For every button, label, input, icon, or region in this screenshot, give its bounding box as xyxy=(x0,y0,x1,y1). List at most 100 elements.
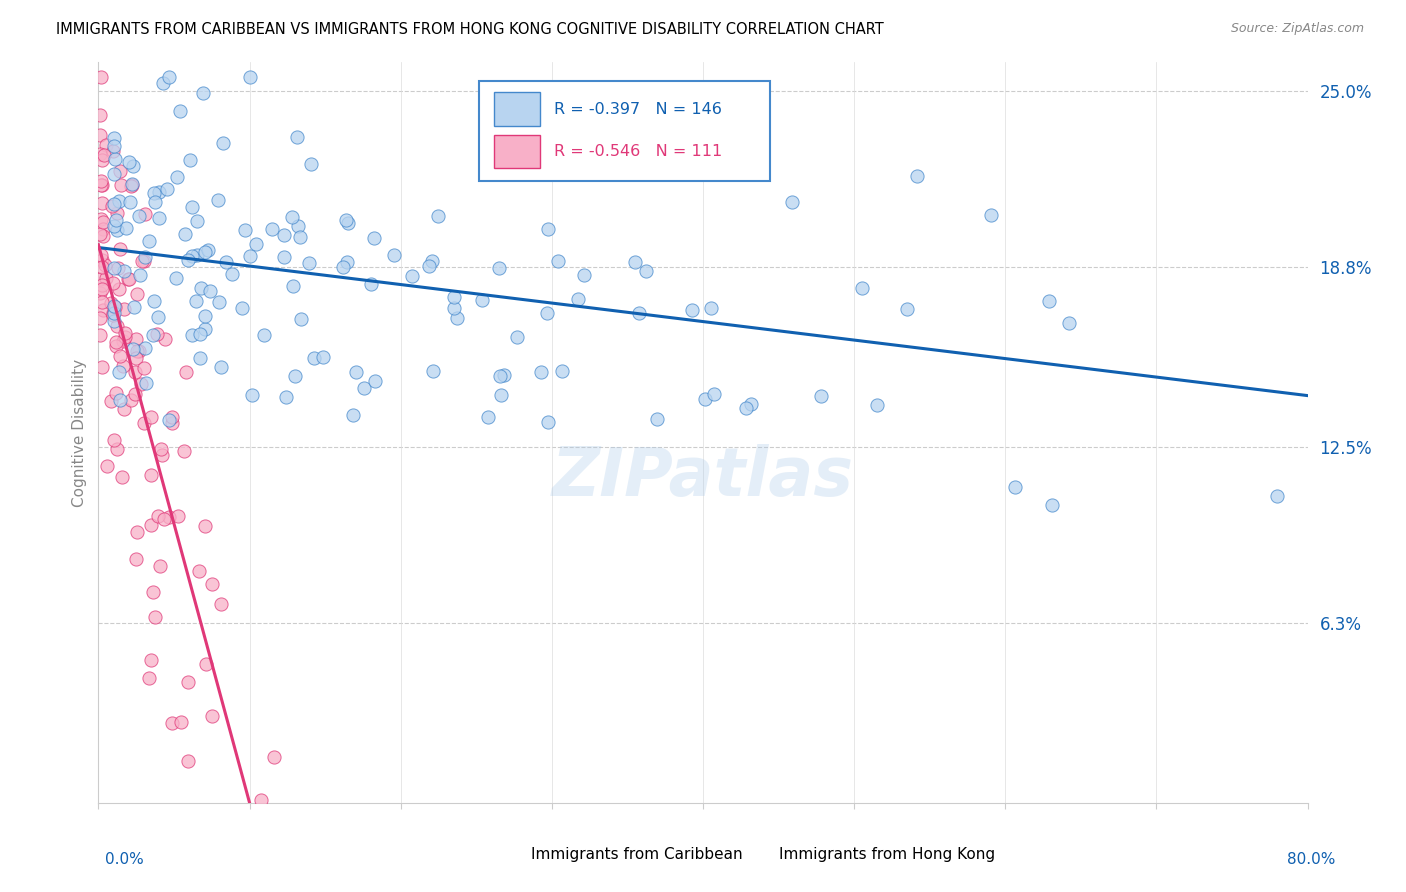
Point xyxy=(152,512,174,526)
Point xyxy=(191,86,214,100)
Point xyxy=(363,374,385,388)
Text: R = -0.546   N = 111: R = -0.546 N = 111 xyxy=(554,144,723,159)
Point xyxy=(89,227,111,241)
Point xyxy=(108,242,131,256)
Point xyxy=(90,247,112,261)
Point xyxy=(253,328,276,343)
Point xyxy=(132,416,155,430)
Point xyxy=(239,249,262,263)
Point xyxy=(148,185,170,199)
Point xyxy=(114,326,136,341)
Point xyxy=(489,387,512,401)
Point xyxy=(125,351,148,366)
Point xyxy=(105,318,128,333)
Point xyxy=(477,409,499,424)
Point xyxy=(91,229,114,244)
Point xyxy=(980,208,1002,222)
Point xyxy=(188,326,211,341)
Point xyxy=(530,365,553,379)
Point xyxy=(90,282,112,296)
Bar xyxy=(494,135,540,168)
Point xyxy=(134,254,156,268)
Point xyxy=(851,280,873,294)
Point xyxy=(299,157,322,171)
Point xyxy=(91,260,114,275)
Point xyxy=(117,272,139,286)
Point xyxy=(127,287,149,301)
Point xyxy=(103,308,125,322)
Point xyxy=(173,444,195,458)
Point xyxy=(170,714,193,729)
Point xyxy=(146,310,169,324)
Point xyxy=(131,254,153,268)
Point xyxy=(194,244,217,259)
Point xyxy=(105,339,128,353)
Point xyxy=(114,330,136,344)
Point xyxy=(89,286,111,301)
Point xyxy=(201,709,224,723)
Point xyxy=(536,305,558,319)
Point xyxy=(111,359,134,374)
Point xyxy=(427,209,450,223)
Point xyxy=(91,278,114,293)
Point xyxy=(536,222,558,236)
Point xyxy=(108,194,131,208)
Point xyxy=(91,153,114,168)
Point xyxy=(628,306,651,320)
Point xyxy=(288,230,311,244)
Point xyxy=(262,222,284,236)
Point xyxy=(112,402,135,417)
Point xyxy=(179,153,201,168)
Point xyxy=(89,146,111,161)
Point xyxy=(149,559,172,574)
Point xyxy=(551,364,574,378)
Point xyxy=(89,328,111,343)
Point xyxy=(181,249,204,263)
Point xyxy=(134,341,156,355)
Text: IMMIGRANTS FROM CARIBBEAN VS IMMIGRANTS FROM HONG KONG COGNITIVE DISABILITY CORR: IMMIGRANTS FROM CARIBBEAN VS IMMIGRANTS … xyxy=(56,22,884,37)
Point xyxy=(122,342,145,356)
Point xyxy=(896,301,918,316)
Point xyxy=(124,387,146,401)
Point xyxy=(311,350,333,364)
Point xyxy=(905,169,928,184)
Point xyxy=(104,152,127,166)
Point xyxy=(142,294,165,309)
Point xyxy=(122,300,145,314)
Point xyxy=(335,213,357,227)
Point xyxy=(180,200,202,214)
Point xyxy=(866,398,889,412)
Point xyxy=(91,195,114,210)
Point xyxy=(90,211,112,226)
Point xyxy=(103,314,125,328)
Point xyxy=(176,754,198,768)
Point xyxy=(148,211,170,226)
Point xyxy=(231,301,253,316)
Point xyxy=(336,254,359,268)
Point xyxy=(176,365,198,379)
Text: ZIPatlas: ZIPatlas xyxy=(553,444,853,510)
Point xyxy=(100,295,122,310)
Point xyxy=(110,178,132,193)
Point xyxy=(488,260,510,275)
Point xyxy=(100,199,122,213)
Point xyxy=(120,178,142,193)
Point xyxy=(153,333,176,347)
Point xyxy=(105,205,128,219)
Point xyxy=(471,293,494,307)
Point xyxy=(120,393,142,408)
Point xyxy=(94,258,117,272)
Point xyxy=(149,442,172,456)
Point xyxy=(239,70,262,84)
Point xyxy=(143,610,166,624)
Point xyxy=(221,267,243,281)
Point xyxy=(529,91,551,105)
Point xyxy=(127,343,149,358)
Point xyxy=(150,448,173,462)
Point xyxy=(105,385,128,400)
Point xyxy=(105,442,128,457)
Point xyxy=(298,255,321,269)
Point xyxy=(139,409,162,424)
Point xyxy=(143,186,166,201)
Point xyxy=(101,144,124,158)
